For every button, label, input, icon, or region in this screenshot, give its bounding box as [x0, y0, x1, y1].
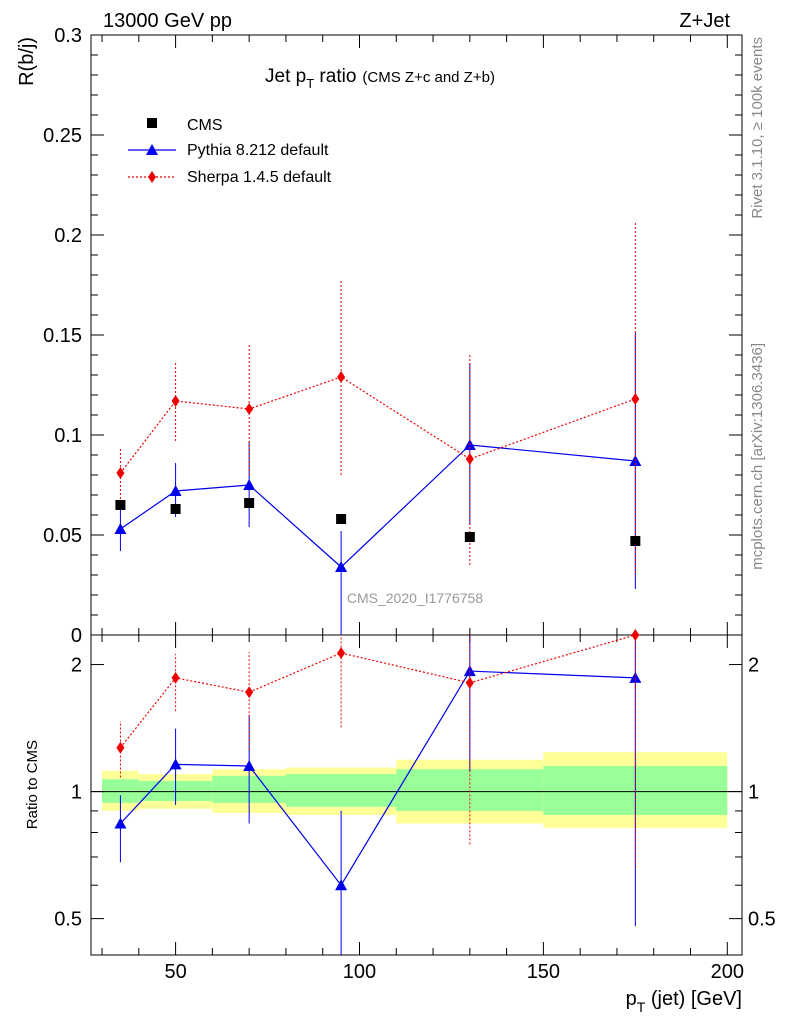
plot-title-main: Jet p — [265, 66, 306, 87]
main-sherpa-point — [245, 403, 254, 415]
ratio-band-stat — [285, 774, 397, 807]
main-cms-point — [115, 500, 126, 510]
x-axis-label-main: p — [626, 988, 637, 1010]
y-tick-label: 0.1 — [54, 425, 82, 447]
legend-sherpa-marker — [148, 171, 156, 183]
y-tick-label: 0 — [71, 625, 82, 647]
legend-pythia-label: Pythia 8.212 default — [187, 142, 329, 159]
x-axis-label-rest: (jet) [GeV] — [645, 988, 742, 1010]
ratio-sherpa-point — [245, 686, 254, 699]
main-sherpa-point — [116, 467, 125, 479]
y-tick-label: 0.05 — [43, 525, 82, 547]
main-pythia-point — [243, 479, 256, 490]
main-pythia-line — [120, 444, 636, 568]
main-cms-point — [464, 532, 475, 542]
x-axis-label-sub: T — [637, 999, 646, 1015]
ratio-band-stat — [102, 779, 139, 803]
main-pythia-point — [114, 523, 127, 534]
ratio-tick-label-left: 0.5 — [54, 909, 82, 931]
y-axis-label-bottom: Ratio to CMS — [24, 740, 41, 829]
y-tick-label: 0.2 — [54, 225, 82, 247]
legend-cms-label: CMS — [187, 117, 223, 134]
ratio-tick-label-left: 2 — [71, 655, 82, 677]
ratio-pythia-point — [243, 759, 256, 771]
x-tick-label: 150 — [527, 961, 560, 983]
series-layer — [114, 223, 642, 955]
y-tick-label: 0.3 — [54, 25, 82, 47]
ratio-panel-frame — [90, 634, 743, 956]
axis-tick-labels: 0 0.05 0.1 0.15 0.2 0.25 0.3 0.5 0.5 1 1 2 2 50 100 150… — [43, 25, 776, 983]
plot-title-word: ratio — [314, 66, 356, 87]
ratio-pythia-point — [335, 879, 348, 891]
ratio-pythia-line — [119, 670, 636, 887]
y-axis-label-top: R(b/j) — [16, 37, 38, 86]
main-sherpa-point — [631, 393, 640, 405]
plot-title-extra: (CMS Z+c and Z+b) — [362, 69, 495, 86]
side-label-mcplots: mcplots.cern.ch [arXiv:1306.3436] — [749, 343, 766, 570]
main-sherpa-point — [171, 395, 180, 407]
ratio-pythia-point — [629, 671, 642, 683]
ratio-sherpa-point — [171, 671, 180, 684]
ratio-tick-label-right: 2 — [748, 655, 759, 677]
ratio-tick-label-left: 1 — [71, 782, 82, 804]
ratio-tick-label-right: 1 — [748, 782, 759, 804]
ratio-tick-label-right: 0.5 — [748, 909, 776, 931]
main-pythia-point — [169, 485, 182, 496]
ratio-sherpa-point — [116, 741, 125, 754]
main-cms-point — [170, 504, 181, 514]
y-tick-label: 0.15 — [43, 325, 82, 347]
legend-pythia-marker — [146, 144, 158, 155]
x-tick-label: 100 — [343, 961, 376, 983]
main-cms-point — [630, 536, 641, 546]
ratio-sherpa-point — [465, 676, 474, 689]
axis-ticks — [91, 34, 742, 955]
legend-cms-marker — [147, 118, 157, 128]
x-tick-label: 200 — [711, 961, 744, 983]
legend-sherpa-label: Sherpa 1.4.5 default — [187, 169, 332, 186]
plot-title-sub: T — [306, 76, 314, 91]
header-right: Z+Jet — [679, 10, 730, 32]
analysis-watermark: CMS_2020_I1776758 — [347, 590, 483, 606]
y-tick-label: 0.25 — [43, 125, 82, 147]
main-sherpa-point — [465, 453, 474, 465]
main-cms-point — [336, 514, 347, 524]
x-tick-label: 50 — [164, 961, 186, 983]
main-sherpa-line — [119, 376, 636, 474]
main-pythia-point — [335, 561, 348, 572]
header-left: 13000 GeV pp — [103, 10, 232, 32]
ratio-sherpa-point — [337, 647, 346, 660]
x-axis-label: pT (jet) [GeV] — [626, 988, 742, 1015]
side-label-rivet: Rivet 3.1.10, ≥ 100k events — [749, 37, 766, 219]
plot-title: Jet pT ratio (CMS Z+c and Z+b) — [265, 66, 495, 91]
ratio-pythia-point — [114, 817, 127, 829]
main-sherpa-point — [337, 371, 346, 383]
ratio-sherpa-line — [119, 634, 636, 749]
legend: CMS Pythia 8.212 default Sherpa 1.4.5 de… — [128, 117, 332, 186]
ratio-pythia-point — [169, 758, 182, 770]
ratio-sherpa-point — [631, 629, 640, 641]
main-cms-point — [244, 498, 255, 508]
